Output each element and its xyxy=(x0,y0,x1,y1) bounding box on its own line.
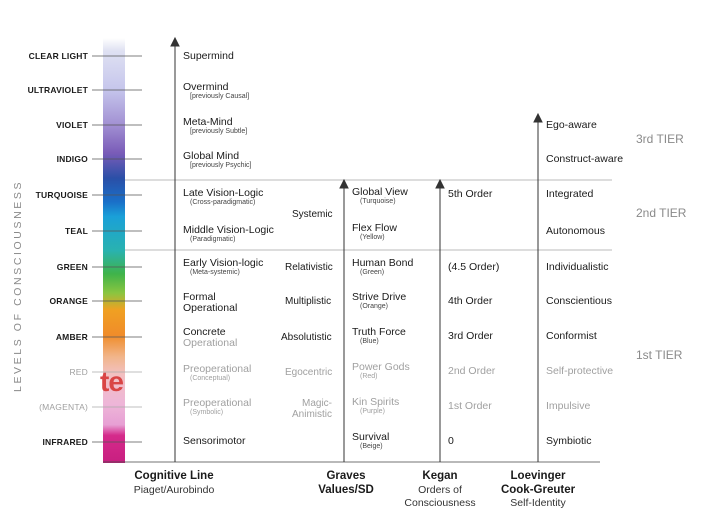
cognitive-preoperational-symbolic-note: (Symbolic) xyxy=(190,409,224,416)
kegan-1st-order: 1st Order xyxy=(448,400,492,412)
cognitive-meta-mind-note: [previously Subtle] xyxy=(190,128,248,135)
column-cook-greuter-title: Cook-Greuter xyxy=(500,484,576,496)
stage-animistic: Animistic xyxy=(292,409,333,420)
bar-logo-text: te xyxy=(100,366,124,397)
cognitive-preoperational-conceptual-note: (Conceptual) xyxy=(190,375,231,382)
level-orange: ORANGE xyxy=(49,296,88,306)
level-infrared: INFRARED xyxy=(42,437,88,447)
kegan-4-5-order: (4.5 Order) xyxy=(448,261,500,273)
graves-strive-drive: Strive Drive xyxy=(352,291,407,303)
level-magenta: (MAGENTA) xyxy=(39,402,88,412)
cognitive-preoperational-conceptual: Preoperational xyxy=(183,363,252,375)
cognitive-late-vision-logic: Late Vision-Logic xyxy=(183,187,264,199)
level-turquoise: TURQUOISE xyxy=(35,190,88,200)
column-kegan-sub-2: Consciousness xyxy=(404,497,476,509)
cognitive-global-mind-note: [previously Psychic] xyxy=(190,162,252,169)
graves-power-gods-color: (Red) xyxy=(360,373,378,380)
cognitive-supermind: Supermind xyxy=(183,50,234,62)
column-kegan-title: Kegan xyxy=(422,470,458,482)
cognitive-global-mind: Global Mind xyxy=(183,150,240,162)
cognitive-overmind: Overmind xyxy=(183,81,229,93)
graves-truth-force: Truth Force xyxy=(352,326,406,338)
cognitive-preoperational-symbolic: Preoperational xyxy=(183,397,252,409)
cognitive-early-vision-logic-note: (Meta-systemic) xyxy=(190,269,240,276)
level-amber: AMBER xyxy=(55,332,88,342)
cognitive-late-vision-logic-note: (Cross-paradigmatic) xyxy=(190,199,256,206)
stage-egocentric: Egocentric xyxy=(285,367,333,378)
loev-integrated: Integrated xyxy=(546,188,594,200)
stage-magic: Magic- xyxy=(302,398,333,409)
graves-kin-spirits: Kin Spirits xyxy=(352,396,400,408)
loev-conformist: Conformist xyxy=(546,330,597,342)
tier-3rd: 3rd TIER xyxy=(636,132,684,146)
loev-ego-aware: Ego-aware xyxy=(546,119,597,131)
level-clear-light: CLEAR LIGHT xyxy=(28,51,88,61)
graves-global-view: Global View xyxy=(352,186,408,198)
column-graves-title: Graves xyxy=(326,470,366,482)
graves-power-gods: Power Gods xyxy=(352,361,410,373)
cognitive-meta-mind: Meta-Mind xyxy=(183,116,233,128)
loev-conscientious: Conscientious xyxy=(546,295,612,307)
level-green: GREEN xyxy=(56,262,88,272)
loev-individualistic: Individualistic xyxy=(546,261,609,273)
column-loevinger-title: Loevinger xyxy=(510,470,566,482)
column-loevinger-sub: Self-Identity xyxy=(510,497,566,509)
cognitive-overmind-note: [previously Causal] xyxy=(190,93,250,100)
stage-relativistic: Relativistic xyxy=(285,262,333,273)
loev-construct-aware: Construct-aware xyxy=(546,153,624,165)
column-graves-sub: Values/SD xyxy=(318,484,374,496)
cognitive-middle-vision-logic: Middle Vision-Logic xyxy=(183,224,274,236)
graves-survival-color: (Beige) xyxy=(360,443,383,450)
kegan-4th-order: 4th Order xyxy=(448,295,493,307)
loev-self-protective: Self-protective xyxy=(546,365,614,377)
kegan-0: 0 xyxy=(448,435,454,447)
stage-absolutistic: Absolutistic xyxy=(281,332,332,343)
level-indigo: INDIGO xyxy=(56,154,88,164)
cognitive-formal: Formal xyxy=(183,291,216,303)
tier-1st: 1st TIER xyxy=(636,348,683,362)
graves-global-view-color: (Turquoise) xyxy=(360,198,396,205)
graves-flex-flow-color: (Yellow) xyxy=(360,234,385,241)
graves-human-bond: Human Bond xyxy=(352,257,414,269)
levels-axis-label: LEVELS OF CONSCIOUSNESS xyxy=(12,179,24,392)
cognitive-concrete-operational: Operational xyxy=(183,337,238,349)
stage-multiplistic: Multiplistic xyxy=(285,296,332,307)
cognitive-middle-vision-logic-note: (Paradigmatic) xyxy=(190,236,236,243)
cognitive-formal-operational: Operational xyxy=(183,302,238,314)
level-violet: VIOLET xyxy=(56,120,88,130)
graves-truth-force-color: (Blue) xyxy=(360,338,379,345)
cognitive-concrete: Concrete xyxy=(183,326,226,338)
cognitive-early-vision-logic: Early Vision-logic xyxy=(183,257,264,269)
graves-survival: Survival xyxy=(352,431,390,443)
kegan-5th-order: 5th Order xyxy=(448,188,493,200)
loev-autonomous: Autonomous xyxy=(546,225,605,237)
level-teal: TEAL xyxy=(65,226,88,236)
column-kegan-sub-1: Orders of xyxy=(418,484,462,496)
loev-symbiotic: Symbiotic xyxy=(546,435,592,447)
graves-human-bond-color: (Green) xyxy=(360,269,385,276)
spectrum-bar xyxy=(103,38,125,463)
column-cognitive-title: Cognitive Line xyxy=(134,470,214,482)
kegan-2nd-order: 2nd Order xyxy=(448,365,496,377)
loev-impulsive: Impulsive xyxy=(546,400,591,412)
tier-2nd: 2nd TIER xyxy=(636,206,687,220)
graves-strive-drive-color: (Orange) xyxy=(360,303,389,310)
level-ultraviolet: ULTRAVIOLET xyxy=(27,85,88,95)
graves-kin-spirits-color: (Purple) xyxy=(360,408,385,415)
graves-flex-flow: Flex Flow xyxy=(352,222,397,234)
level-red: RED xyxy=(69,367,88,377)
kegan-3rd-order: 3rd Order xyxy=(448,330,493,342)
stage-systemic: Systemic xyxy=(292,209,333,220)
cognitive-sensorimotor: Sensorimotor xyxy=(183,435,246,447)
column-cognitive-sub: Piaget/Aurobindo xyxy=(133,484,215,496)
